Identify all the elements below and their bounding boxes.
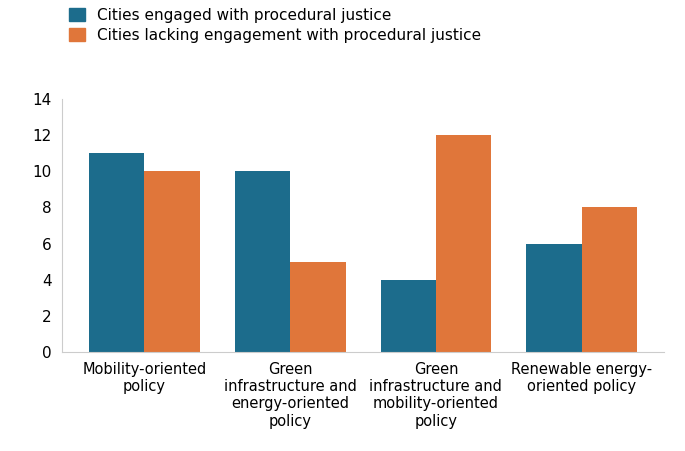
Bar: [145, 171, 200, 352]
Bar: [436, 135, 491, 352]
Bar: [381, 280, 436, 352]
Bar: [582, 207, 637, 352]
Bar: [89, 153, 145, 352]
Bar: [526, 244, 582, 352]
Bar: [290, 262, 345, 352]
Legend: Cities engaged with procedural justice, Cities lacking engagement with procedura: Cities engaged with procedural justice, …: [69, 8, 481, 43]
Bar: [235, 171, 290, 352]
